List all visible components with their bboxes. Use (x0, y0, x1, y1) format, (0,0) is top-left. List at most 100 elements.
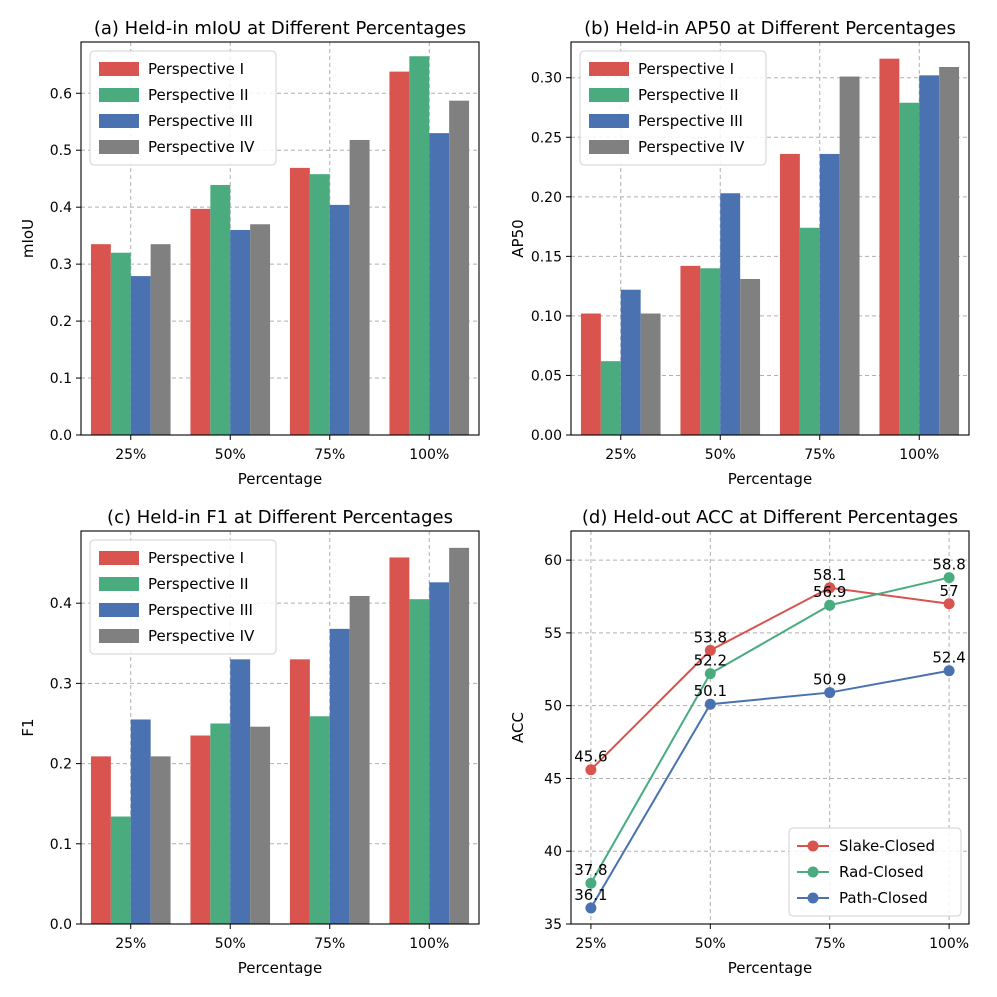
data-label: 45.6 (574, 748, 607, 766)
legend: Slake-Closed Rad-Closed Path-Closed (788, 827, 962, 917)
y-tick-label: 0.4 (50, 200, 72, 216)
bar-2-50pct (700, 268, 721, 435)
bar-3-75pct (329, 204, 350, 435)
bar-3-100pct (429, 133, 450, 435)
y-tick-label: 0.30 (531, 71, 562, 87)
legend-swatch (99, 629, 139, 643)
point-slake-closed-3 (943, 598, 955, 610)
legend-frame (89, 50, 277, 166)
x-tick-label: 25% (115, 447, 146, 463)
y-tick-label: 0.25 (531, 130, 562, 146)
x-tick-label: 25% (605, 447, 636, 463)
point-path-closed-0 (585, 902, 597, 914)
legend: Perspective I Perspective II Perspective I… (89, 50, 277, 166)
legend-label: Perspective I (148, 549, 244, 567)
x-tick-label: 75% (814, 936, 845, 952)
legend-label: Slake-Closed (839, 837, 935, 855)
x-axis-label: Percentage (238, 959, 322, 977)
series-line-slake-closed (590, 586, 950, 771)
data-label: 52.4 (932, 649, 965, 667)
bar-4-100pct (449, 100, 470, 435)
x-tick-label: 50% (695, 936, 726, 952)
bar-3-75pct (329, 628, 350, 924)
y-tick-label: 0.5 (50, 143, 72, 159)
bar-1-75pct (289, 659, 310, 924)
point-rad-closed-3 (943, 572, 955, 584)
bar-1-50pct (190, 208, 211, 435)
legend: Perspective I Perspective II Perspective I… (89, 539, 277, 655)
y-tick-label: 0.15 (531, 249, 562, 265)
legend-swatch (589, 62, 629, 76)
y-axis-label: ACC (509, 712, 527, 743)
data-label: 36.1 (574, 886, 607, 904)
y-tick-label: 0.0 (50, 428, 72, 444)
y-axis-label: F1 (19, 718, 37, 736)
bar-3-25pct (620, 289, 641, 435)
bar-4-50pct (740, 278, 761, 435)
point-slake-closed-0 (585, 764, 597, 776)
x-tick-label: 50% (215, 936, 246, 952)
x-tick-label: 100% (899, 447, 939, 463)
bar-1-25pct (90, 756, 111, 924)
chart-title: (c) Held-in F1 at Different Percentages (107, 507, 453, 528)
data-label: 57 (940, 582, 959, 600)
bar-4-100pct (939, 67, 960, 435)
legend-label: Perspective I (638, 60, 734, 78)
data-marks (90, 56, 470, 436)
y-tick-label: 0.20 (531, 190, 562, 206)
bar-1-25pct (580, 313, 601, 435)
bar-1-25pct (90, 244, 111, 435)
legend-swatch (99, 551, 139, 565)
bar-4-75pct (349, 139, 370, 435)
legend-label: Perspective IV (638, 138, 745, 156)
bar-2-75pct (309, 174, 330, 435)
point-path-closed-2 (824, 687, 836, 699)
bar-3-50pct (720, 193, 741, 435)
x-tick-label: 75% (314, 447, 345, 463)
bar-2-25pct (600, 361, 621, 435)
data-label: 37.8 (574, 861, 607, 879)
data-marks: 45.6 53.8 58.1 57 37.8 52.2 56.9 58.8 36.1 50.1 50… (574, 556, 966, 914)
legend-swatch (99, 603, 139, 617)
y-tick-label: 0.3 (50, 257, 72, 273)
x-tick-label: 75% (314, 936, 345, 952)
point-rad-closed-2 (824, 599, 836, 611)
legend-marker (807, 840, 819, 852)
data-label: 52.2 (694, 652, 727, 670)
legend-label: Perspective III (148, 601, 253, 619)
bar-2-50pct (210, 184, 231, 435)
bar-4-50pct (250, 224, 271, 435)
y-tick-label: 40 (544, 844, 562, 860)
legend-frame (89, 539, 277, 655)
y-tick-label: 0.2 (50, 314, 72, 330)
bar-1-100pct (389, 71, 410, 435)
bar-3-50pct (230, 659, 251, 924)
data-label: 58.1 (813, 566, 846, 584)
bar-3-25pct (130, 719, 151, 924)
bar-1-75pct (779, 153, 800, 436)
legend-frame (579, 50, 767, 166)
legend-swatch (99, 62, 139, 76)
x-axis-label: Percentage (728, 470, 812, 488)
legend-label: Perspective III (148, 112, 253, 130)
legend-label: Perspective IV (148, 627, 255, 645)
point-slake-closed-2 (824, 582, 836, 594)
bar-3-25pct (130, 276, 151, 435)
y-tick-label: 55 (544, 626, 562, 642)
bar-3-50pct (230, 229, 251, 435)
bar-2-100pct (899, 102, 920, 436)
y-tick-label: 0.10 (531, 309, 562, 325)
data-marks (580, 58, 960, 436)
point-slake-closed-1 (704, 644, 716, 656)
y-tick-label: 0.05 (531, 368, 562, 384)
panel-b: (b) Held-in AP50 at Different Percentage… (509, 18, 970, 488)
y-tick-label: 0.2 (50, 757, 72, 773)
legend: Perspective I Perspective II Perspective I… (579, 50, 767, 166)
bar-4-25pct (150, 244, 171, 435)
x-tick-label: 50% (705, 447, 736, 463)
legend-label: Perspective II (148, 575, 249, 593)
bar-4-75pct (349, 595, 370, 924)
data-label: 50.9 (813, 671, 846, 689)
bar-4-25pct (640, 313, 661, 435)
bar-4-100pct (449, 547, 470, 924)
